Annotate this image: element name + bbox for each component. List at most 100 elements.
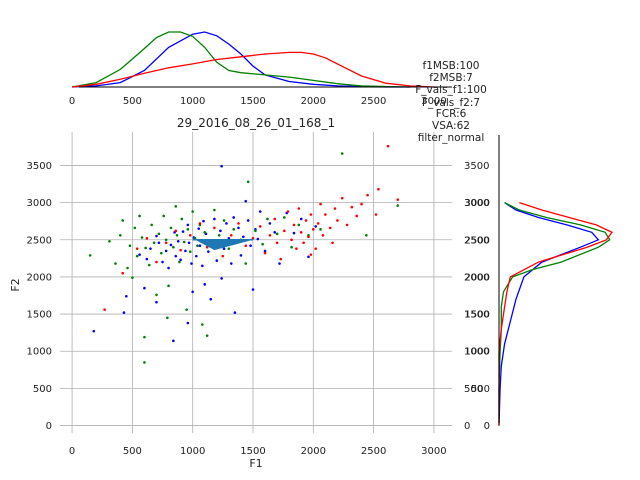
main-x-ticks: 0 500 1000 1500 2000 2500 3000 (69, 446, 447, 457)
x-tick-label: 1500 (240, 446, 265, 457)
scatter-point-blue (184, 249, 187, 253)
scatter-point-blue (249, 244, 252, 248)
scatter-point-red (304, 219, 308, 222)
scatter-point-red (244, 244, 248, 248)
scatter-point-red (314, 247, 318, 250)
scatter-point-blue (179, 258, 182, 262)
scatter-point-green (143, 335, 146, 339)
scatter-point-green (167, 284, 170, 288)
scatter-point-red (121, 271, 125, 275)
scatter-point-blue (222, 247, 226, 250)
scatter-point-green (227, 247, 231, 250)
info-line: FCR:6 (436, 108, 467, 120)
x-tick-label: 1000 (180, 446, 205, 457)
scatter-point-blue (314, 225, 318, 228)
scatter-point-blue (197, 227, 201, 230)
scatter-point-green (143, 361, 146, 364)
scatter-point-green (140, 236, 144, 239)
y-tick-label-right: 500 (464, 384, 483, 395)
right-density-curve-red (498, 201, 613, 426)
scatter-point-red (350, 205, 354, 209)
scatter-point-red (396, 198, 400, 201)
scatter-point-green (297, 223, 301, 227)
right-y-tick-label: 3000 (465, 198, 490, 209)
scatter-point-green (135, 254, 139, 258)
info-line: f1MSB:100 (423, 60, 480, 72)
scatter-point-green (232, 228, 235, 231)
right-y-tick-label: 2000 (465, 272, 490, 283)
scatter-point-green (147, 263, 151, 267)
scatter-point-green (114, 262, 117, 265)
scatter-point-red (328, 226, 332, 230)
info-line: VSA:62 (432, 120, 470, 132)
scatter-point-red (377, 187, 380, 191)
scatter-point-red (307, 235, 310, 239)
scatter-point-red (273, 217, 276, 221)
scatter-point-green (121, 219, 125, 222)
scatter-point-blue (251, 288, 255, 291)
scatter-point-green (108, 239, 111, 243)
top-x-tick-label: 2000 (301, 96, 326, 107)
scatter-point-blue (194, 254, 198, 258)
top-x-tick-label: 2500 (361, 96, 386, 107)
scatter-point-blue (161, 260, 164, 264)
scatter-point-red (164, 241, 168, 245)
scatter-point-blue (232, 216, 235, 219)
scatter-point-red (275, 241, 279, 245)
scatter-point-red (263, 251, 267, 255)
y-tick-label-right: 0 (464, 421, 470, 432)
scatter-point-green (254, 229, 257, 233)
scatter-point-blue (278, 262, 281, 265)
scatter-point-green (88, 254, 92, 257)
scatter-point-blue (186, 223, 190, 227)
scatter-point-blue (176, 239, 180, 243)
scatter-point-blue (213, 217, 216, 221)
scatter-point-green (150, 223, 153, 227)
scatter-point-red (297, 207, 301, 210)
scatter-point-red (103, 308, 106, 311)
scatter-point-blue (167, 266, 170, 270)
scatter-point-green (138, 214, 141, 218)
y-tick-label-left: 0 (46, 421, 52, 432)
scatter-point-red (355, 214, 359, 218)
scatter-point-green (244, 262, 248, 265)
scatter-point-green (186, 228, 190, 231)
scatter-point-blue (229, 262, 233, 265)
scatter-point-blue (198, 244, 202, 248)
y-tick-label-left: 2000 (27, 272, 52, 283)
scatter-point-green (182, 240, 186, 244)
scatter-point-green (175, 234, 179, 237)
scatter-point-green (365, 234, 368, 237)
y-tick-label-left: 3500 (27, 161, 52, 172)
scatter-point-green (178, 260, 181, 264)
main-y-ticks-left: 0 500 1000 1500 2000 2500 3000 3500 (27, 161, 52, 432)
scatter-point-green (196, 244, 199, 248)
y-axis-label: F2 (9, 278, 22, 291)
scatter-point-red (145, 236, 149, 240)
scatter-point-red (279, 257, 283, 261)
info-line: f2MSB:7 (429, 72, 473, 84)
x-axis-label: F1 (249, 457, 262, 470)
top-density-curves (71, 31, 434, 88)
scatter-point-blue (299, 217, 303, 221)
scatter-point-green (340, 152, 344, 155)
right-y-tick-label: 0 (484, 421, 490, 432)
info-annotation: f1MSB:100 f2MSB:7 F_vals_f1:100 3000 F_v… (415, 60, 487, 144)
y-tick-label-left: 3000 (27, 198, 52, 209)
scatter-point-red (290, 238, 293, 242)
scatter-point-red (340, 196, 344, 200)
scatter-point-green (205, 334, 209, 337)
scatter-point-red (198, 222, 202, 225)
scatter-point-blue (191, 290, 194, 294)
top-density-curve-red (72, 51, 434, 88)
marker-shapes (192, 239, 253, 251)
info-line: F_vals_f1:100 (415, 84, 487, 96)
scatter-point-blue (202, 219, 205, 223)
scatter-point-red (237, 222, 240, 225)
scatter-point-red (213, 226, 216, 230)
top-x-tick-label: 500 (123, 96, 142, 107)
right-y-ticks: 0 500 1000 1500 2000 2500 3000 (465, 198, 490, 432)
scatter-point-blue (157, 241, 161, 245)
scatter-point-red (309, 213, 313, 216)
scatter-point-green (217, 234, 221, 237)
